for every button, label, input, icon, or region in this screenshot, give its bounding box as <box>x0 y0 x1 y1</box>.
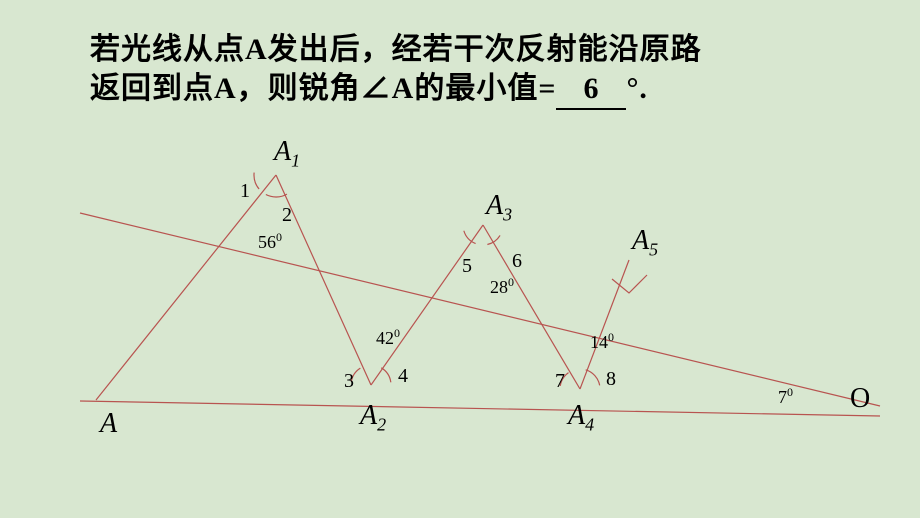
angle-2: 2 <box>282 204 292 227</box>
vertex-A2: A2 <box>360 400 386 436</box>
degree-28: 280 <box>490 275 514 298</box>
degree-14: 140 <box>590 330 614 353</box>
degree-42: 420 <box>376 326 400 349</box>
vertex-A1: A1 <box>274 136 300 172</box>
angle-7: 7 <box>555 370 565 393</box>
vertex-A: A <box>100 408 117 440</box>
angle-5: 5 <box>462 255 472 278</box>
angle-3: 3 <box>344 370 354 393</box>
angle-8: 8 <box>606 368 616 391</box>
vertex-A3: A3 <box>486 190 512 226</box>
angle-4: 4 <box>398 365 408 388</box>
degree-56: 560 <box>258 230 282 253</box>
degree-7: 70 <box>778 385 793 408</box>
angle-1: 1 <box>240 180 250 203</box>
vertex-A4: A4 <box>568 400 594 436</box>
geometry-diagram <box>0 0 920 518</box>
vertex-A5: A5 <box>632 225 658 261</box>
vertex-O: O <box>850 383 870 415</box>
angle-6: 6 <box>512 250 522 273</box>
